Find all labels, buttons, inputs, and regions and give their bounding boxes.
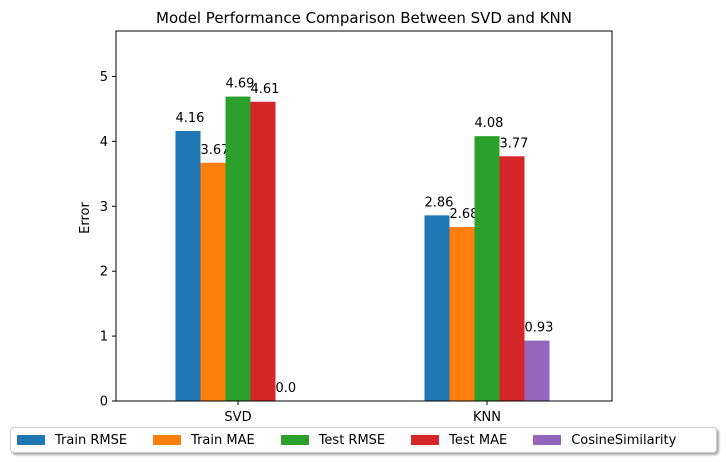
legend-item-test-rmse: Test RMSE bbox=[280, 432, 386, 448]
legend-item-test-mae: Test MAE bbox=[411, 433, 507, 448]
bar-knn-train-rmse bbox=[424, 215, 450, 401]
legend-label-test-mae: Test MAE bbox=[449, 432, 508, 448]
legend-swatch-test-rmse bbox=[280, 435, 309, 445]
data-label-svd-train-rmse: 4.16 bbox=[176, 111, 205, 126]
data-label-knn-train-rmse: 2.86 bbox=[425, 195, 454, 210]
legend-swatch-train-mae bbox=[153, 435, 182, 445]
legend: Train RMSE Train MAE Test RMSE Test MAE … bbox=[10, 427, 717, 453]
plot-frame bbox=[115, 30, 613, 402]
legend-label-test-rmse: Test RMSE bbox=[318, 432, 386, 448]
data-label-svd-test-mae: 4.61 bbox=[251, 82, 280, 97]
legend-item-train-mae: Train MAE bbox=[153, 433, 255, 448]
bar-knn-train-mae bbox=[449, 227, 475, 401]
legend-item-train-rmse: Train RMSE bbox=[17, 433, 127, 448]
bar-knn-cosinesimilarity bbox=[524, 340, 550, 401]
bar-svd-train-rmse bbox=[175, 130, 201, 401]
bar-svd-test-rmse bbox=[225, 96, 251, 401]
data-label-svd-test-rmse: 4.69 bbox=[226, 77, 255, 92]
y-tick-label-3: 3 bbox=[100, 200, 108, 215]
y-tick-label-0: 0 bbox=[100, 395, 108, 410]
legend-swatch-train-rmse bbox=[17, 435, 45, 445]
y-tick-label-4: 4 bbox=[100, 135, 108, 150]
bar-knn-test-mae bbox=[499, 156, 525, 401]
y-tick-label-5: 5 bbox=[100, 70, 108, 85]
legend-label-train-rmse: Train RMSE bbox=[55, 432, 128, 448]
y-axis-label: Error bbox=[78, 202, 93, 234]
legend-label-cosine-similarity: CosineSimilarity bbox=[571, 432, 677, 448]
data-label-svd-cosinesimilarity: 0.0 bbox=[276, 381, 297, 396]
data-label-knn-test-rmse: 4.08 bbox=[475, 116, 504, 131]
data-label-knn-train-mae: 2.68 bbox=[450, 207, 479, 222]
legend-swatch-cosine-similarity bbox=[533, 435, 562, 445]
legend-swatch-test-mae bbox=[411, 435, 440, 445]
bar-svd-test-mae bbox=[250, 101, 276, 401]
x-tick-label-svd: SVD bbox=[224, 410, 251, 425]
data-label-knn-test-mae: 3.77 bbox=[500, 136, 529, 151]
data-label-svd-train-mae: 3.67 bbox=[201, 143, 230, 158]
bar-svd-train-mae bbox=[200, 162, 226, 401]
legend-item-cosine-similarity: CosineSimilarity bbox=[533, 433, 676, 448]
y-tick-label-1: 1 bbox=[100, 330, 108, 345]
legend-label-train-mae: Train MAE bbox=[191, 432, 255, 448]
chart-title: Model Performance Comparison Between SVD… bbox=[156, 9, 572, 27]
x-tick-label-knn: KNN bbox=[473, 410, 501, 425]
data-label-knn-cosinesimilarity: 0.93 bbox=[525, 321, 554, 336]
y-tick-label-2: 2 bbox=[100, 265, 108, 280]
bar-knn-test-rmse bbox=[474, 136, 500, 401]
